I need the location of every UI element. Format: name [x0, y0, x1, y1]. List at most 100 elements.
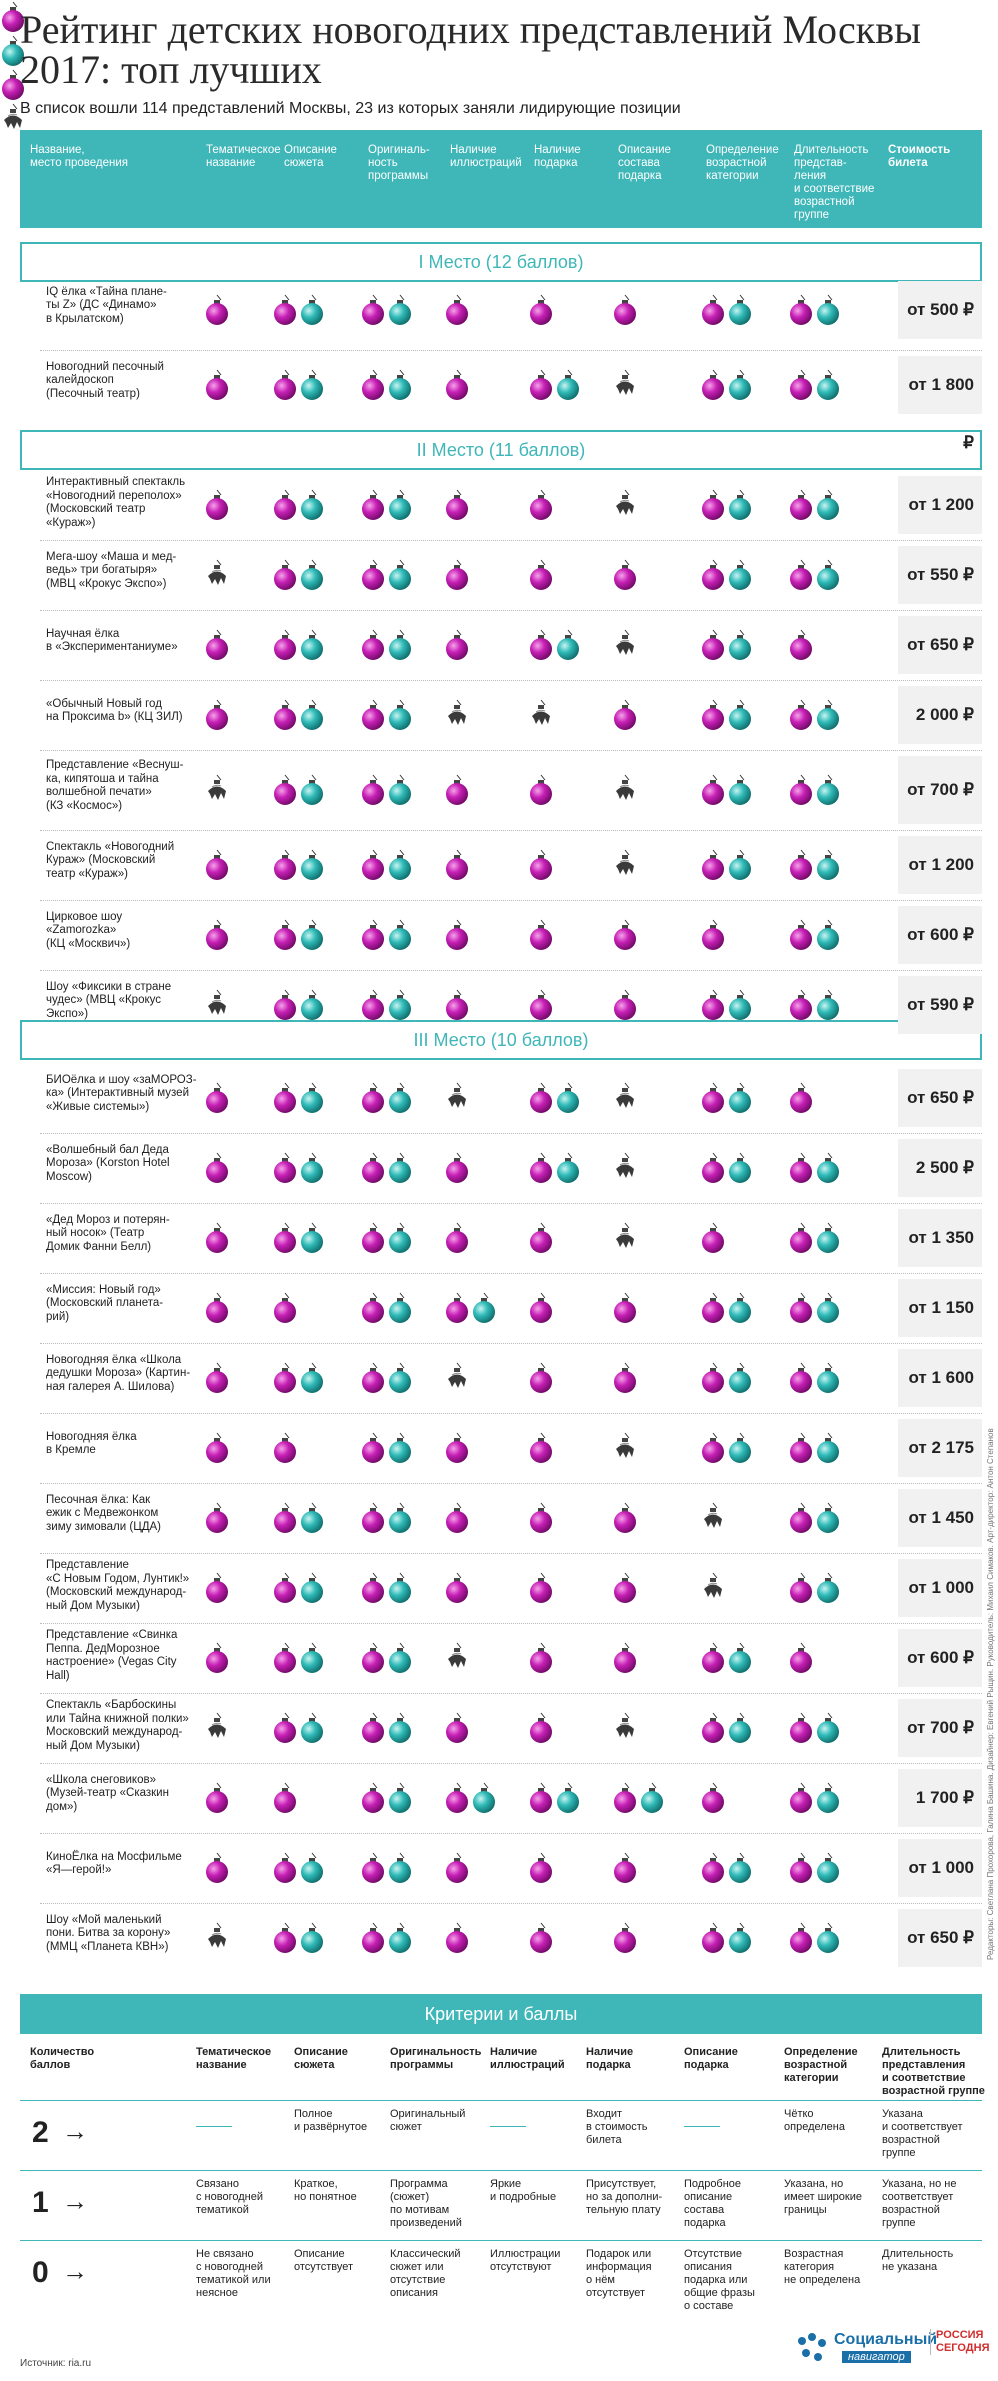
cyan-ornament-icon [471, 1291, 497, 1325]
ticket-price: от 1 800 ₽ [898, 356, 982, 452]
score-cell [272, 1571, 325, 1605]
ticket-price: от 700 ₽ [898, 1699, 982, 1757]
magenta-ornament-icon [204, 488, 230, 522]
score-value: 2 [32, 2116, 49, 2149]
magenta-ornament-icon [528, 1151, 554, 1185]
cyan-ornament-icon [387, 1921, 413, 1955]
score-cell [788, 293, 841, 327]
criteria-cell: Подробное описание состава подарка [684, 2178, 742, 2229]
cyan-ornament-icon [387, 918, 413, 952]
score-value: 0 [32, 2256, 49, 2289]
score-cell [528, 1361, 554, 1395]
cyan-ornament-icon [555, 628, 581, 662]
criteria-header-7: Определение возрастной категории [784, 2046, 858, 2084]
score-cell [444, 698, 470, 732]
criteria-title: Критерии и баллы [20, 1994, 982, 2034]
magenta-ornament-icon [272, 988, 298, 1022]
score-cell [528, 1851, 554, 1885]
criteria-cell: Классический сюжет или отсутствие описан… [390, 2248, 461, 2299]
criteria-cell: Присутствует, но за дополни- тельную пла… [586, 2178, 663, 2216]
score-cell [204, 1501, 230, 1535]
broken-ornament-icon [612, 1711, 638, 1745]
header-col-9: Стоимость билета [888, 144, 951, 169]
score-cell [272, 1781, 298, 1815]
magenta-ornament-icon [528, 1081, 554, 1115]
header-col-6: Описание состава подарка [618, 144, 671, 182]
score-cell [528, 1151, 581, 1185]
score-cell [788, 558, 841, 592]
score-cell [204, 918, 230, 952]
cyan-ornament-icon [815, 1151, 841, 1185]
score-cell [700, 988, 753, 1022]
score-value: 1 [32, 2186, 49, 2219]
cyan-ornament-icon [815, 1781, 841, 1815]
magenta-ornament-icon [444, 488, 470, 522]
cyan-ornament-icon [299, 773, 325, 807]
score-cell [204, 1641, 230, 1675]
score-cell [360, 988, 413, 1022]
broken-ornament-icon [444, 698, 470, 732]
magenta-ornament-icon [788, 1151, 814, 1185]
magenta-ornament-icon [360, 558, 386, 592]
cyan-ornament-icon [815, 1361, 841, 1395]
row-divider [40, 1273, 982, 1274]
cyan-ornament-icon [815, 1921, 841, 1955]
broken-ornament-icon [444, 1641, 470, 1675]
score-cell [528, 848, 554, 882]
magenta-ornament-icon [444, 1221, 470, 1255]
magenta-ornament-icon [272, 698, 298, 732]
magenta-ornament-icon [204, 848, 230, 882]
magenta-ornament-icon [272, 1431, 298, 1465]
score-cell [700, 918, 726, 952]
broken-ornament-icon [612, 368, 638, 402]
cyan-ornament-icon [387, 558, 413, 592]
magenta-ornament-icon [528, 628, 554, 662]
logo-sub: навигатор [842, 2351, 911, 2363]
broken-ornament-icon [444, 1081, 470, 1115]
magenta-ornament-icon [528, 918, 554, 952]
score-cell [612, 1571, 638, 1605]
magenta-ornament-icon [204, 698, 230, 732]
score-cell [272, 1081, 325, 1115]
cyan-ornament-icon [387, 1711, 413, 1745]
magenta-ornament-icon [360, 488, 386, 522]
cyan-ornament-icon [387, 488, 413, 522]
magenta-ornament-icon [788, 488, 814, 522]
score-cell [444, 988, 470, 1022]
magenta-ornament-icon [272, 1081, 298, 1115]
magenta-ornament-icon [700, 1221, 726, 1255]
magenta-ornament-icon [700, 1081, 726, 1115]
score-cell [528, 988, 554, 1022]
magenta-ornament-icon [700, 628, 726, 662]
score-cell [528, 293, 554, 327]
score-cell [788, 988, 841, 1022]
score-cell [788, 368, 841, 402]
broken-ornament-icon [204, 1711, 230, 1745]
magenta-ornament-icon [444, 628, 470, 662]
score-cell [612, 558, 638, 592]
table-row: Мега-шоу «Маша и мед- ведь» три богатыря… [20, 540, 982, 610]
row-divider [40, 1133, 982, 1134]
score-cell [204, 848, 230, 882]
score-cell [272, 1851, 325, 1885]
score-cell [204, 368, 230, 402]
score-cell [444, 773, 470, 807]
place-header-3: III Место (10 баллов) [20, 1020, 982, 1060]
table-header: Название, место проведения Тематическое н… [20, 130, 982, 228]
score-cell [360, 848, 413, 882]
score-cell [272, 368, 325, 402]
cyan-ornament-icon [815, 773, 841, 807]
cyan-ornament-icon [815, 368, 841, 402]
table-row: Интерактивный спектакль «Новогодний пере… [20, 470, 982, 572]
magenta-ornament-icon [204, 293, 230, 327]
header-col-5: Наличие подарка [534, 144, 581, 169]
score-cell [272, 628, 325, 662]
table-row: Шоу «Мой маленький пони. Битва за корону… [20, 1903, 982, 1973]
magenta-ornament-icon [444, 1291, 470, 1325]
ticket-price: от 600 ₽ [898, 906, 982, 964]
magenta-ornament-icon [700, 988, 726, 1022]
magenta-ornament-icon [700, 848, 726, 882]
cyan-ornament-icon [727, 628, 753, 662]
table-row: Представление «Свинка Пеппа. ДедМорозное… [20, 1623, 982, 1693]
score-cell [700, 1641, 753, 1675]
